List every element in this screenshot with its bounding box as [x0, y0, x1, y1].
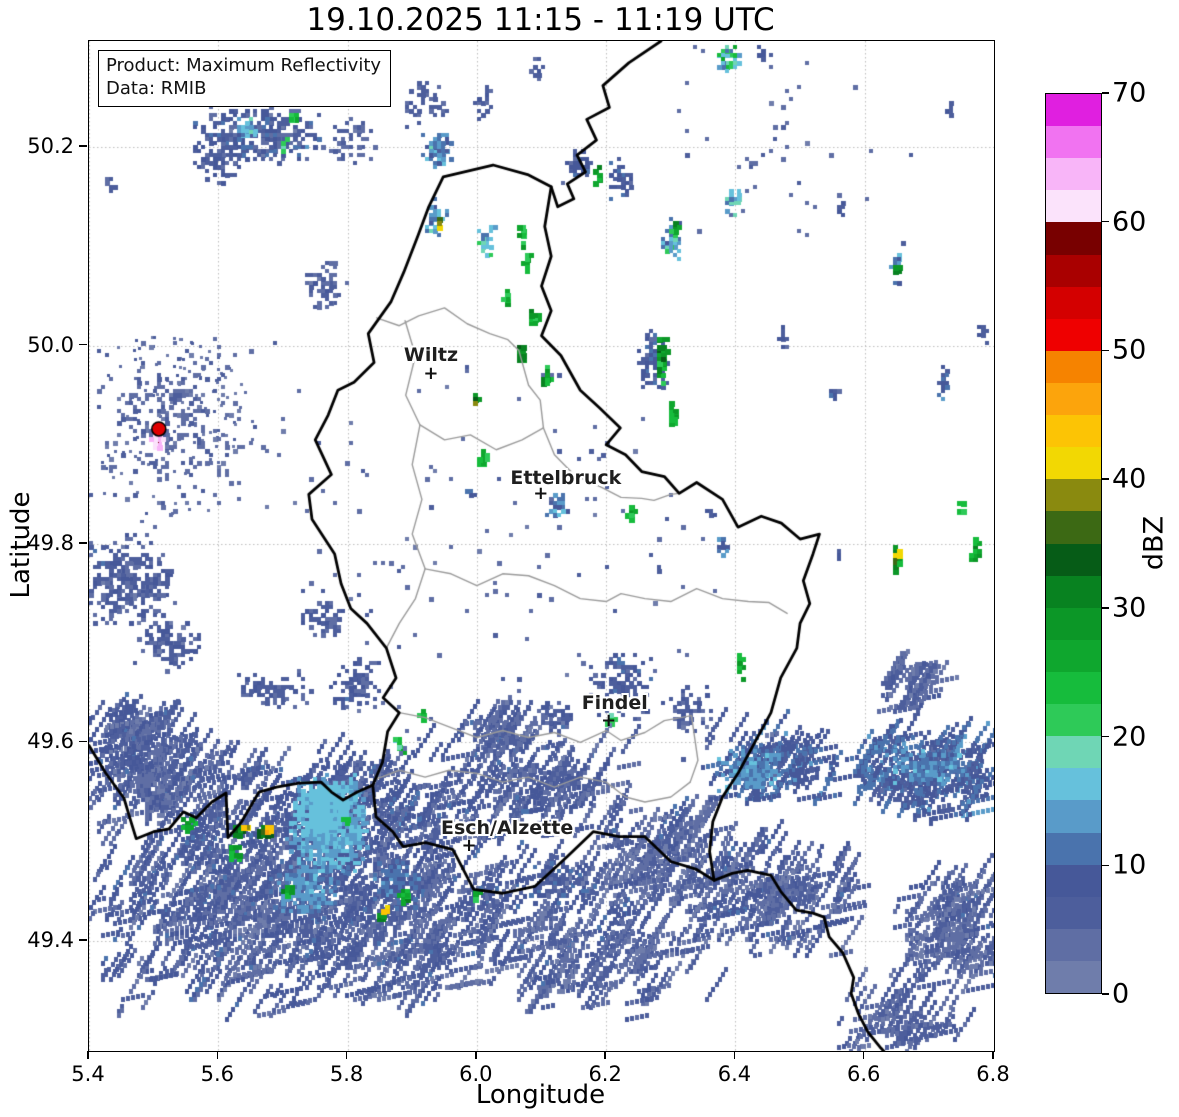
y-tick-label: 49.4	[27, 927, 74, 952]
city-marker-ettelbruck: +	[533, 483, 549, 505]
colorbar-tick	[1102, 864, 1109, 866]
x-tick	[87, 1051, 89, 1059]
colorbar-tick-label: 50	[1112, 334, 1147, 366]
colorbar-tick-label: 20	[1112, 721, 1147, 753]
x-tick	[863, 1051, 865, 1059]
colorbar-tick	[1102, 92, 1109, 94]
colorbar-segment	[1046, 575, 1101, 608]
city-marker-esch-alzette: +	[461, 834, 477, 856]
colorbar-segment	[1046, 94, 1101, 127]
colorbar-tick	[1102, 607, 1109, 609]
colorbar-segment	[1046, 543, 1101, 576]
colorbar-segment	[1046, 415, 1101, 448]
colorbar-tick	[1102, 221, 1109, 223]
data-source-line: Data: RMIB	[106, 78, 207, 100]
x-tick	[475, 1051, 477, 1059]
colorbar-segment	[1046, 222, 1101, 255]
y-tick-label: 50.0	[27, 332, 74, 357]
colorbar-segment	[1046, 671, 1101, 705]
colorbar-segment	[1046, 639, 1101, 672]
colorbar-segment	[1046, 350, 1101, 383]
colorbar-label: dBZ	[1138, 515, 1170, 571]
x-tick-label: 6.4	[717, 1062, 752, 1086]
city-label-esch-alzette: Esch/Alzette	[440, 816, 574, 839]
colorbar-tick-label: 60	[1112, 206, 1147, 238]
colorbar-segment	[1046, 928, 1101, 961]
x-tick-label: 5.4	[71, 1062, 105, 1086]
colorbar-segment	[1046, 254, 1101, 287]
colorbar-segment	[1046, 607, 1101, 640]
x-tick	[345, 1051, 348, 1059]
colorbar-segment	[1046, 800, 1101, 833]
colorbar-segment	[1046, 190, 1101, 223]
city-label-findel: Findel	[581, 691, 648, 714]
x-tick-label: 5.6	[200, 1062, 234, 1086]
y-tick	[79, 740, 87, 743]
colorbar-tick-label: 0	[1112, 978, 1130, 1010]
colorbar-tick	[1102, 349, 1109, 352]
colorbar-segment	[1046, 960, 1101, 994]
x-tick-label: 6.6	[847, 1062, 881, 1086]
colorbar-tick-label: 30	[1112, 592, 1147, 624]
x-tick	[604, 1051, 606, 1059]
y-tick	[79, 939, 87, 941]
y-tick	[79, 343, 87, 346]
y-tick-label: 50.2	[27, 134, 74, 159]
x-tick-label: 6.2	[588, 1062, 622, 1086]
colorbar-segment	[1046, 479, 1101, 512]
colorbar-segment	[1046, 768, 1101, 801]
colorbar-segment	[1046, 832, 1101, 865]
x-tick-label: 6.8	[976, 1062, 1010, 1086]
radar-map-canvas	[89, 41, 994, 1051]
colorbar-segment	[1046, 896, 1101, 929]
colorbar-segment	[1046, 158, 1101, 191]
colorbar-segment	[1046, 736, 1101, 769]
colorbar-segment	[1046, 864, 1101, 897]
colorbar-segment	[1046, 286, 1101, 319]
y-tick-label: 49.6	[27, 729, 74, 754]
x-tick	[733, 1051, 736, 1059]
colorbar-segment	[1046, 318, 1101, 351]
colorbar	[1045, 93, 1102, 994]
x-tick-label: 5.8	[329, 1062, 364, 1086]
colorbar-segment	[1046, 126, 1101, 159]
colorbar-tick	[1102, 735, 1109, 738]
colorbar-segment	[1046, 382, 1101, 416]
city-label-ettelbruck: Ettelbruck	[510, 467, 622, 490]
y-axis-label: Latitude	[6, 491, 36, 599]
colorbar-tick-label: 70	[1112, 77, 1147, 109]
y-tick	[79, 542, 87, 544]
colorbar-tick	[1102, 993, 1109, 995]
colorbar-tick-label: 40	[1112, 463, 1147, 495]
x-axis-label: Longitude	[475, 1080, 606, 1110]
x-tick-label: 6.0	[459, 1062, 493, 1086]
x-tick	[992, 1051, 994, 1059]
product-annotation-box: Product: Maximum Reflectivity Data: RMIB	[98, 50, 392, 107]
x-tick	[216, 1051, 218, 1059]
colorbar-segment	[1046, 447, 1101, 480]
product-line: Product: Maximum Reflectivity	[106, 55, 382, 76]
figure-title: 19.10.2025 11:15 - 11:19 UTC	[306, 2, 775, 38]
y-tick-label: 49.8	[27, 531, 74, 556]
city-marker-wiltz: +	[423, 363, 439, 385]
city-marker-findel: +	[601, 709, 617, 731]
colorbar-segment	[1046, 704, 1101, 737]
colorbar-tick-label: 10	[1112, 849, 1147, 881]
city-label-wiltz: Wiltz	[403, 344, 459, 367]
map-plot-area: Product: Maximum Reflectivity Data: RMIB…	[88, 40, 995, 1052]
colorbar-segment	[1046, 511, 1101, 544]
colorbar-tick	[1102, 478, 1109, 480]
y-tick	[79, 145, 87, 147]
